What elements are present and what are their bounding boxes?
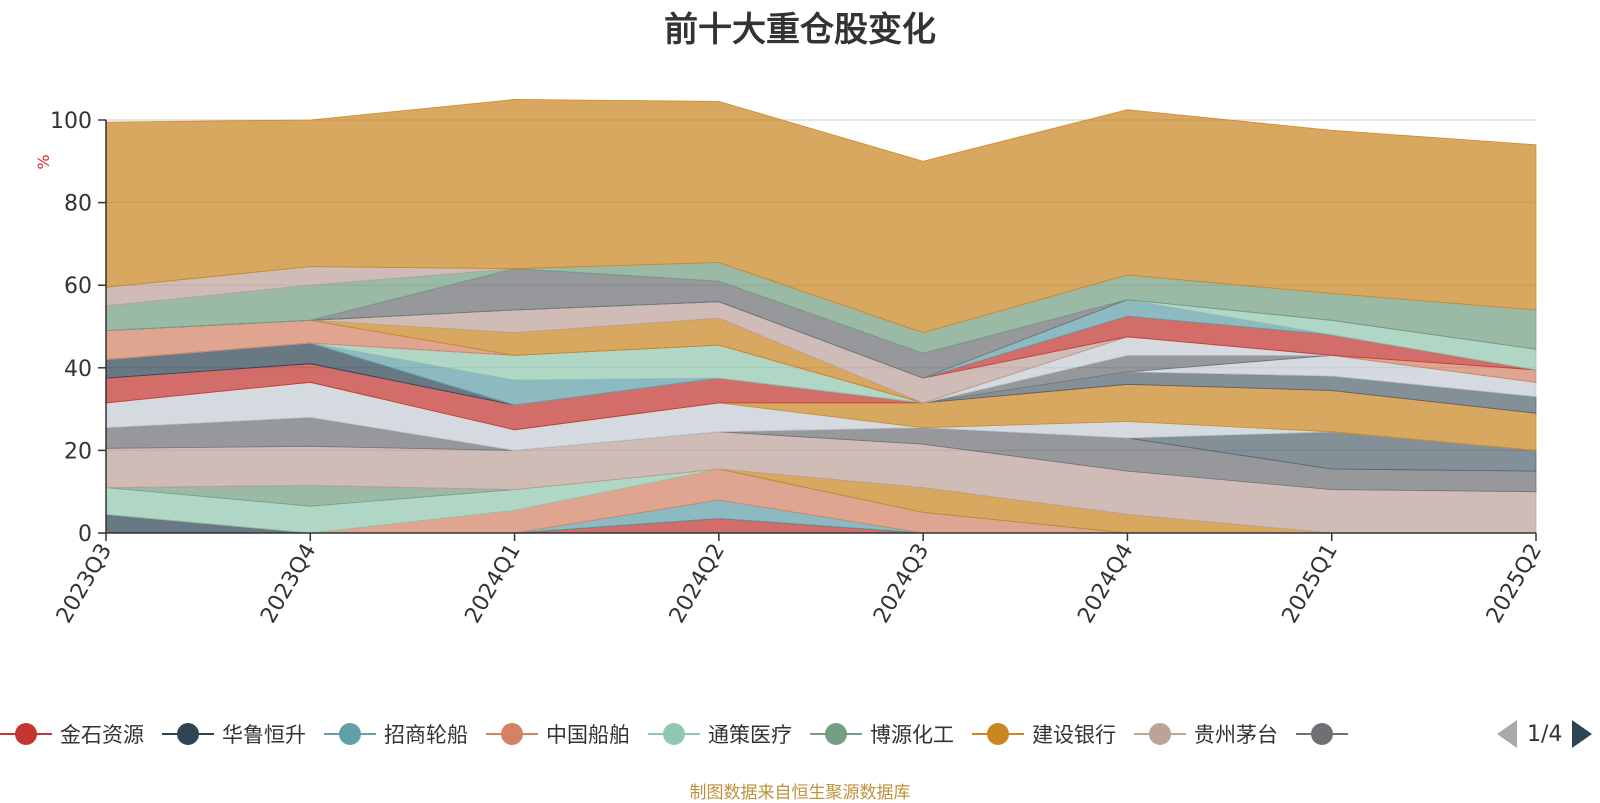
x-tick-label: 2023Q4 (256, 540, 321, 628)
pager-text: 1/4 (1527, 721, 1563, 747)
source-note: 制图数据来自恒生聚源数据库 (689, 783, 911, 803)
legend-marker-icon (486, 723, 538, 745)
legend-item[interactable]: 金石资源 (0, 714, 144, 754)
legend-label: 贵州茅台 (1194, 723, 1278, 747)
series-area-30 (105, 98, 1537, 334)
legend-marker-icon (648, 723, 700, 745)
legend-label: 中国船舶 (546, 723, 630, 747)
legend-item[interactable]: 建设银行 (972, 714, 1116, 754)
legend-item[interactable]: 华鲁恒升 (162, 714, 306, 754)
pager-prev-icon[interactable] (1497, 720, 1517, 748)
x-tick-label: 2024Q2 (665, 540, 730, 628)
y-tick-label: 40 (64, 357, 92, 382)
x-tick-label: 2023Q3 (52, 540, 117, 628)
y-tick-label: 100 (50, 109, 92, 134)
legend-label: 华鲁恒升 (222, 723, 306, 747)
legend-item[interactable]: 招商轮船 (324, 714, 468, 754)
chart-title: 前十大重仓股变化 (664, 10, 936, 50)
legend-marker-icon (0, 723, 52, 745)
legend: 金石资源 华鲁恒升 招商轮船 中国船舶 通策医疗 博源化工 建设银行 贵州茅台 (0, 714, 1478, 754)
legend-label: 建设银行 (1032, 723, 1116, 747)
legend-label: 通策医疗 (708, 723, 792, 747)
legend-item[interactable]: 通策医疗 (648, 714, 792, 754)
x-tick-label: 2024Q4 (1073, 540, 1138, 628)
y-tick-label: 20 (64, 439, 92, 464)
legend-marker-icon (972, 723, 1024, 745)
legend-pager: 1/4 (1497, 716, 1593, 752)
legend-item[interactable]: 贵州茅台 (1134, 714, 1278, 754)
x-tick-label: 2024Q1 (460, 540, 525, 628)
stacked-area-chart: 0 20 40 60 80 100 2023Q3 2023Q4 2024Q1 2024Q2 2024… (34, 98, 1547, 628)
legend-marker-icon (1134, 723, 1186, 745)
x-tick-label: 2025Q2 (1482, 540, 1547, 628)
legend-label: 博源化工 (870, 723, 954, 747)
legend-marker-icon (1296, 723, 1348, 745)
area-series (105, 98, 1537, 534)
legend-label: 金石资源 (60, 723, 144, 747)
legend-marker-icon (162, 723, 214, 745)
y-axis-unit-label: % (34, 154, 53, 169)
x-tick-label: 2024Q3 (869, 540, 934, 628)
legend-item[interactable] (1296, 714, 1356, 754)
pager-next-icon[interactable] (1572, 720, 1593, 748)
legend-marker-icon (324, 723, 376, 745)
legend-item[interactable]: 博源化工 (810, 714, 954, 754)
legend-label: 招商轮船 (384, 723, 468, 747)
x-tick-label: 2025Q1 (1278, 540, 1343, 628)
legend-marker-icon (810, 723, 862, 745)
y-tick-label: 60 (64, 274, 92, 299)
y-tick-label: 80 (64, 192, 92, 217)
legend-item[interactable]: 中国船舶 (486, 714, 630, 754)
y-tick-label: 0 (78, 522, 92, 547)
